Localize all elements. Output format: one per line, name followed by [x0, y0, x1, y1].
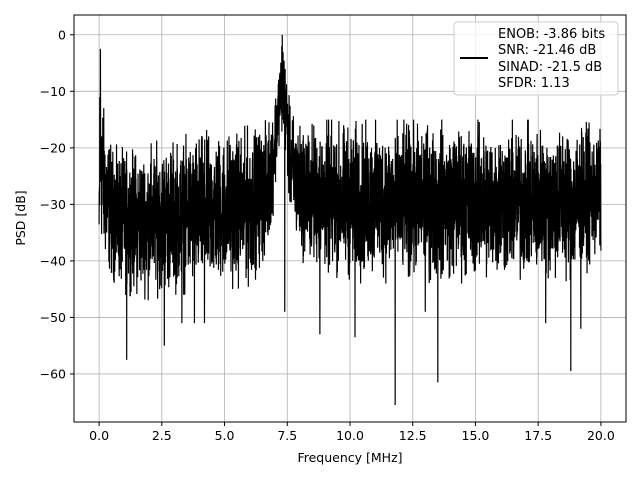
y-tick-label: −10 — [40, 84, 66, 99]
x-tick-label: 0.0 — [89, 428, 109, 443]
legend-snr: SNR: -21.46 dB — [498, 43, 596, 58]
x-tick-label: 17.5 — [524, 428, 552, 443]
legend-box — [453, 21, 619, 96]
legend: ENOB: -3.86 bits SNR: -21.46 dB SINAD: -… — [453, 21, 619, 96]
psd-series-line — [98, 34, 602, 406]
x-axis-ticks: 0.0 2.5 5.0 7.5 10.0 12.5 15.0 17.5 20.0 — [89, 422, 615, 443]
y-axis-ticks: 0 −10 −20 −30 −40 −50 −60 — [40, 27, 74, 381]
y-tick-label: −20 — [40, 140, 66, 155]
y-tick-label: −30 — [40, 197, 66, 212]
legend-sfdr: SFDR: 1.13 — [498, 76, 570, 91]
y-axis-label: PSD [dB] — [13, 190, 28, 245]
x-tick-label: 5.0 — [215, 428, 235, 443]
legend-sinad: SINAD: -21.5 dB — [498, 60, 602, 75]
y-tick-label: 0 — [58, 27, 66, 42]
x-tick-label: 2.5 — [152, 428, 172, 443]
y-tick-label: −40 — [40, 253, 66, 268]
x-tick-label: 20.0 — [587, 428, 615, 443]
y-tick-label: −50 — [40, 310, 66, 325]
x-tick-label: 15.0 — [462, 428, 490, 443]
x-tick-label: 7.5 — [277, 428, 297, 443]
x-axis-label: Frequency [MHz] — [297, 450, 402, 465]
y-tick-label: −60 — [40, 366, 66, 381]
legend-enob: ENOB: -3.86 bits — [498, 27, 605, 42]
x-tick-label: 10.0 — [336, 428, 364, 443]
x-tick-label: 12.5 — [399, 428, 427, 443]
